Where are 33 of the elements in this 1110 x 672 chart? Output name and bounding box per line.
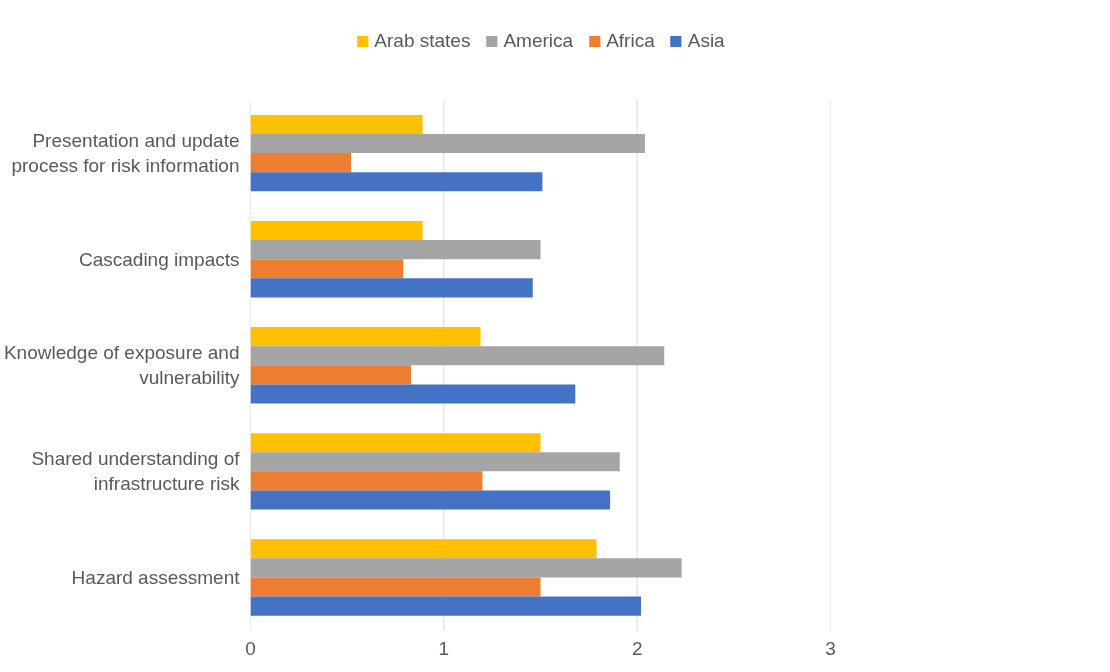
- y-tick-label: Knowledge of exposure and vulnerability: [3, 342, 240, 389]
- bar: [250, 596, 642, 616]
- bar: [250, 221, 423, 241]
- bar: [250, 114, 423, 135]
- y-tick-label: Hazard assessment: [71, 566, 241, 588]
- x-tick-label: 2: [631, 637, 643, 659]
- bar: [250, 433, 541, 453]
- bar: [250, 278, 533, 298]
- legend-label: Arab states: [374, 30, 471, 52]
- x-tick-label: 3: [825, 637, 836, 659]
- bar: [250, 134, 645, 154]
- bar: [250, 153, 352, 173]
- legend-label: America: [503, 30, 574, 52]
- bar: [250, 365, 411, 385]
- x-tick-label: 0: [245, 637, 256, 659]
- bar: [250, 471, 483, 491]
- bar: [250, 384, 576, 404]
- bar: [250, 577, 541, 597]
- bar: [250, 172, 543, 192]
- bar: [250, 327, 481, 347]
- bar: [250, 240, 541, 260]
- legend-label: Asia: [687, 30, 725, 52]
- bar: [250, 346, 665, 366]
- bar: [250, 452, 620, 472]
- bar: [250, 259, 404, 279]
- bar: [250, 558, 682, 578]
- x-tick-label: 1: [438, 637, 450, 659]
- bar: [250, 539, 597, 559]
- bar: [250, 490, 611, 510]
- y-tick-label: Presentation and update process for risk information: [11, 130, 240, 177]
- y-tick-label: Cascading impacts: [78, 248, 240, 270]
- y-tick-label: Shared understanding of infrastructure risk: [31, 448, 241, 495]
- legend-label: Africa: [606, 30, 655, 52]
